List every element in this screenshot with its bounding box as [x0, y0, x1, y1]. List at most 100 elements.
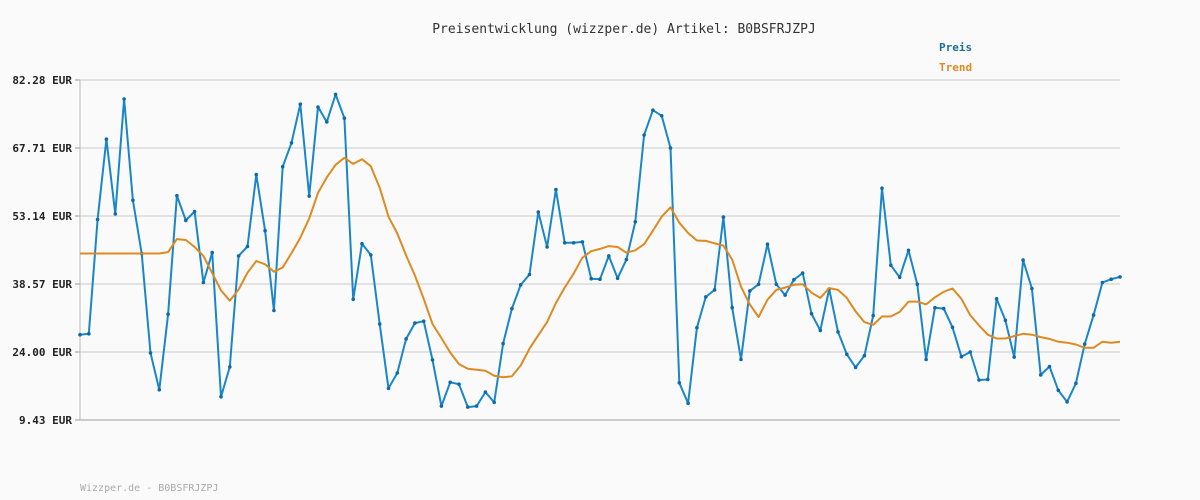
data-point: [219, 395, 223, 399]
data-point: [686, 401, 690, 406]
data-point: [1038, 373, 1043, 377]
data-point: [959, 354, 964, 359]
data-point: [765, 242, 770, 246]
data-point: [818, 328, 823, 333]
data-point: [792, 277, 796, 282]
data-point: [580, 240, 585, 244]
data-point: [122, 97, 126, 101]
y-tick-label: 53.14 EUR: [12, 210, 72, 223]
data-point: [430, 358, 435, 362]
data-point: [201, 280, 206, 285]
data-point: [386, 386, 391, 391]
data-point: [439, 404, 444, 408]
data-point: [1074, 381, 1078, 386]
y-tick-label: 24.00 EUR: [12, 346, 72, 359]
y-tick-label: 38.57 EUR: [12, 278, 72, 291]
legend: Preis Trend: [939, 41, 972, 74]
data-point: [924, 357, 928, 362]
data-point: [880, 186, 884, 190]
data-point: [853, 365, 858, 370]
data-point: [254, 172, 259, 177]
data-point: [668, 146, 673, 150]
data-point: [448, 380, 453, 385]
data-point: [941, 306, 946, 311]
data-point: [730, 305, 734, 310]
data-point: [536, 210, 541, 214]
data-point: [325, 120, 329, 124]
data-point: [1065, 400, 1069, 404]
data-point: [845, 352, 849, 357]
data-point: [413, 321, 417, 325]
data-point: [272, 308, 276, 313]
data-point: [1109, 277, 1113, 282]
data-point: [307, 194, 312, 198]
data-point: [871, 313, 875, 318]
footer-text: Wizzper.de - B0BSFRJZPJ: [80, 483, 218, 494]
data-point: [87, 332, 91, 336]
data-point: [651, 108, 655, 112]
data-point: [1091, 313, 1096, 317]
series-layer: [78, 92, 1122, 409]
data-point: [298, 102, 303, 106]
data-point: [474, 404, 479, 408]
data-point: [289, 141, 294, 145]
data-point: [501, 341, 505, 346]
data-point: [774, 282, 779, 287]
y-tick-label: 82.28 EUR: [12, 74, 72, 87]
data-point: [113, 212, 118, 216]
data-point: [351, 297, 356, 302]
data-point: [748, 289, 752, 293]
series-line-preis: [79, 93, 1121, 409]
data-point: [986, 377, 990, 382]
data-point: [642, 133, 646, 137]
data-point: [131, 198, 135, 203]
legend-entry-preis: Preis: [939, 41, 972, 54]
data-point: [906, 248, 911, 253]
data-point: [263, 228, 267, 233]
data-point: [421, 319, 426, 324]
data-point: [1012, 355, 1016, 359]
data-point: [889, 263, 893, 268]
data-point: [1100, 280, 1105, 285]
data-point: [915, 282, 920, 287]
data-point: [395, 371, 400, 375]
data-point: [607, 254, 611, 258]
data-point: [184, 218, 188, 223]
data-point: [157, 388, 162, 392]
data-point: [236, 254, 241, 258]
data-point: [800, 271, 805, 275]
y-axis-ticks: 82.28 EUR 67.71 EUR 53.14 EUR 38.57 EUR 24.0…: [12, 74, 80, 427]
data-point: [836, 330, 840, 334]
data-point: [518, 283, 523, 287]
data-point: [950, 325, 955, 330]
data-point: [994, 297, 999, 301]
data-point: [1082, 342, 1087, 346]
data-point: [739, 357, 743, 362]
data-point: [333, 92, 338, 97]
data-point: [562, 241, 567, 245]
data-point: [527, 272, 532, 277]
data-point: [280, 164, 285, 169]
data-point: [809, 311, 814, 316]
y-tick-label: 67.71 EUR: [12, 142, 72, 155]
data-point: [175, 193, 179, 198]
data-point: [1047, 364, 1052, 369]
grid-lines: [80, 79, 1120, 353]
data-point: [466, 405, 470, 409]
data-point: [492, 400, 497, 405]
data-point: [598, 277, 602, 282]
data-point: [316, 105, 320, 109]
data-point: [704, 295, 708, 299]
data-point: [756, 282, 761, 287]
data-point: [1030, 286, 1034, 291]
data-point: [1056, 388, 1061, 393]
data-point: [545, 245, 549, 249]
data-point: [968, 350, 972, 354]
data-point: [457, 382, 461, 387]
data-point: [148, 351, 153, 355]
data-point: [554, 187, 558, 192]
data-point: [78, 332, 82, 337]
data-point: [104, 137, 109, 141]
data-point: [624, 257, 629, 262]
